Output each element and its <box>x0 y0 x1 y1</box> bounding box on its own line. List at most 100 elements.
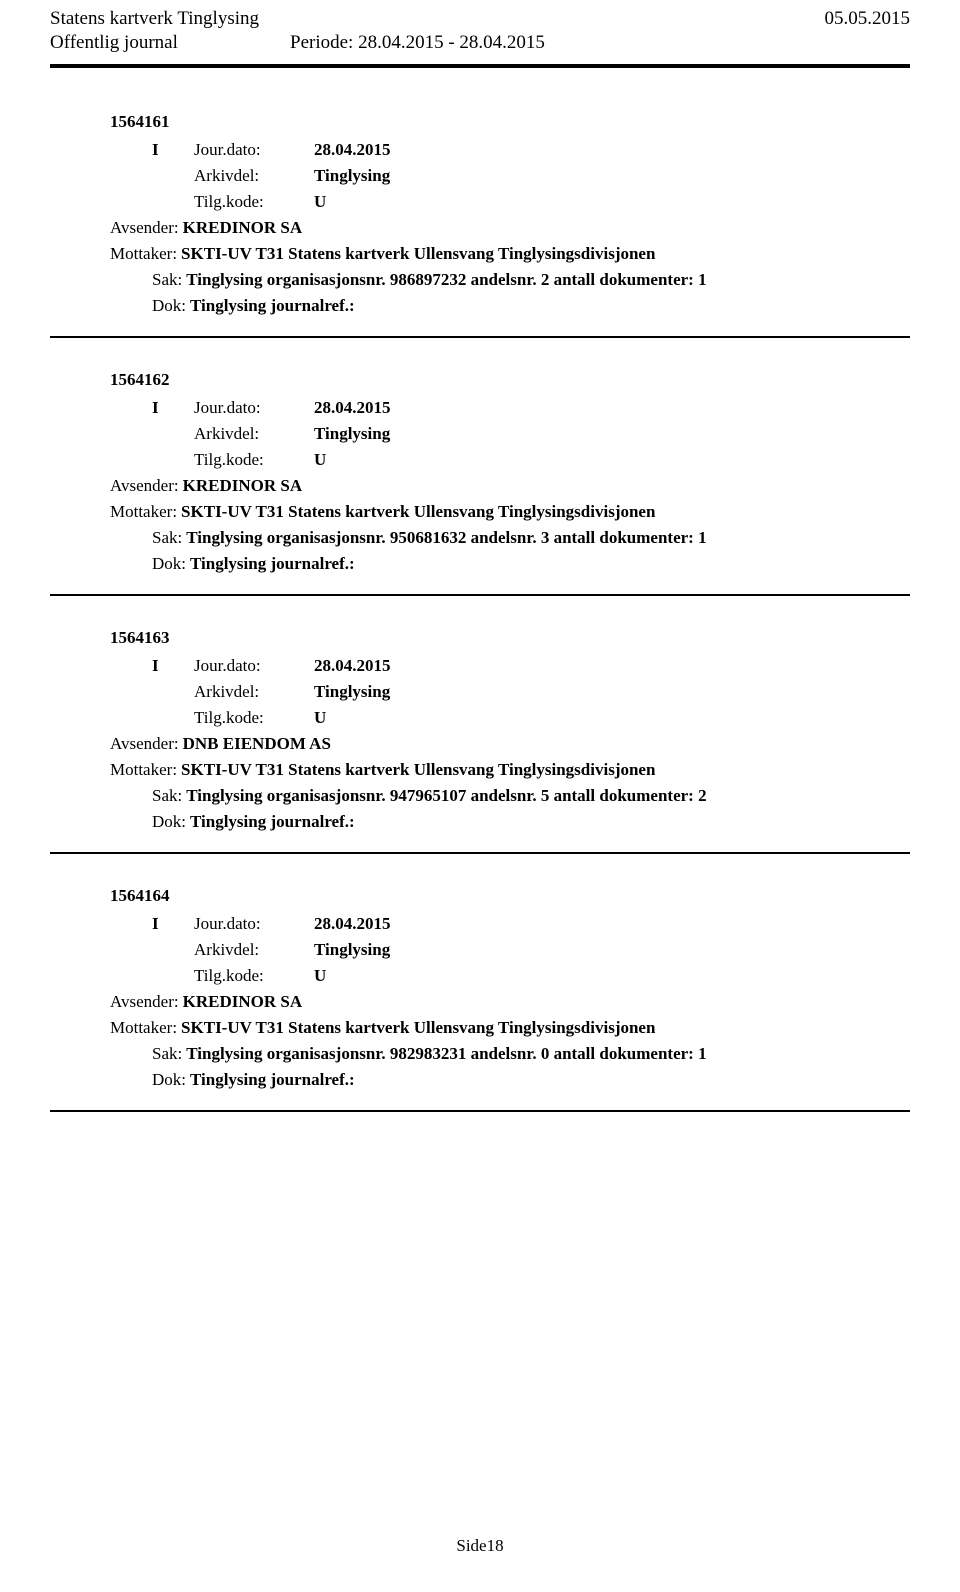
journal-entry: 1564161 I Jour.dato: 28.04.2015 Arkivdel… <box>50 112 910 316</box>
label-arkivdel: Arkivdel: <box>194 166 314 186</box>
value-dok: Tinglysing journalref.: <box>190 1070 355 1090</box>
label-arkivdel: Arkivdel: <box>194 940 314 960</box>
value-avsender: KREDINOR SA <box>183 218 303 238</box>
value-dok: Tinglysing journalref.: <box>190 296 355 316</box>
label-jour-dato: Jour.dato: <box>194 914 314 934</box>
line-avsender: Avsender: DNB EIENDOM AS <box>50 734 910 754</box>
line-tilg-kode: Tilg.kode: U <box>50 192 910 212</box>
line-arkivdel: Arkivdel: Tinglysing <box>50 682 910 702</box>
label-tilg-kode: Tilg.kode: <box>194 966 314 986</box>
line-jour-dato: I Jour.dato: 28.04.2015 <box>50 140 910 160</box>
entries-container: 1564161 I Jour.dato: 28.04.2015 Arkivdel… <box>0 68 960 1112</box>
label-avsender: Avsender: <box>110 992 179 1012</box>
entry-id: 1564163 <box>110 628 910 648</box>
journal-label: Offentlig journal <box>50 32 280 54</box>
value-sak: Tinglysing organisasjonsnr. 982983231 an… <box>186 1044 706 1064</box>
page-number: Side18 <box>456 1536 503 1555</box>
label-mottaker: Mottaker: <box>110 760 177 780</box>
value-tilg-kode: U <box>314 708 326 728</box>
value-arkivdel: Tinglysing <box>314 166 390 186</box>
io-indicator: I <box>152 398 194 418</box>
value-mottaker: SKTI-UV T31 Statens kartverk Ullensvang … <box>181 1018 655 1038</box>
line-dok: Dok: Tinglysing journalref.: <box>50 812 910 832</box>
label-dok: Dok: <box>152 1070 186 1090</box>
line-sak: Sak: Tinglysing organisasjonsnr. 9868972… <box>50 270 910 290</box>
entry-id: 1564161 <box>110 112 910 132</box>
line-avsender: Avsender: KREDINOR SA <box>50 476 910 496</box>
label-avsender: Avsender: <box>110 734 179 754</box>
label-dok: Dok: <box>152 812 186 832</box>
label-avsender: Avsender: <box>110 218 179 238</box>
value-arkivdel: Tinglysing <box>314 424 390 444</box>
line-jour-dato: I Jour.dato: 28.04.2015 <box>50 656 910 676</box>
value-arkivdel: Tinglysing <box>314 940 390 960</box>
period-label: Periode: 28.04.2015 - 28.04.2015 <box>290 32 545 54</box>
entry-divider <box>50 336 910 338</box>
entry-divider <box>50 1110 910 1112</box>
line-jour-dato: I Jour.dato: 28.04.2015 <box>50 398 910 418</box>
line-mottaker: Mottaker: SKTI-UV T31 Statens kartverk U… <box>50 502 910 522</box>
value-mottaker: SKTI-UV T31 Statens kartverk Ullensvang … <box>181 760 655 780</box>
label-tilg-kode: Tilg.kode: <box>194 450 314 470</box>
label-jour-dato: Jour.dato: <box>194 398 314 418</box>
value-tilg-kode: U <box>314 966 326 986</box>
value-avsender: KREDINOR SA <box>183 992 303 1012</box>
line-sak: Sak: Tinglysing organisasjonsnr. 9506816… <box>50 528 910 548</box>
label-dok: Dok: <box>152 554 186 574</box>
line-arkivdel: Arkivdel: Tinglysing <box>50 940 910 960</box>
io-indicator: I <box>152 914 194 934</box>
org-title: Statens kartverk Tinglysing <box>50 8 259 30</box>
value-arkivdel: Tinglysing <box>314 682 390 702</box>
entry-divider <box>50 852 910 854</box>
journal-entry: 1564163 I Jour.dato: 28.04.2015 Arkivdel… <box>50 628 910 832</box>
line-mottaker: Mottaker: SKTI-UV T31 Statens kartverk U… <box>50 1018 910 1038</box>
line-mottaker: Mottaker: SKTI-UV T31 Statens kartverk U… <box>50 244 910 264</box>
label-arkivdel: Arkivdel: <box>194 424 314 444</box>
entry-id: 1564162 <box>110 370 910 390</box>
label-arkivdel: Arkivdel: <box>194 682 314 702</box>
page-footer: Side18 <box>0 1536 960 1556</box>
line-sak: Sak: Tinglysing organisasjonsnr. 9829832… <box>50 1044 910 1064</box>
value-sak: Tinglysing organisasjonsnr. 947965107 an… <box>186 786 706 806</box>
value-tilg-kode: U <box>314 192 326 212</box>
value-jour-dato: 28.04.2015 <box>314 398 391 418</box>
line-tilg-kode: Tilg.kode: U <box>50 450 910 470</box>
header-row-2: Offentlig journal Periode: 28.04.2015 - … <box>50 32 910 54</box>
label-jour-dato: Jour.dato: <box>194 140 314 160</box>
value-avsender: KREDINOR SA <box>183 476 303 496</box>
label-sak: Sak: <box>152 270 182 290</box>
entry-divider <box>50 594 910 596</box>
label-avsender: Avsender: <box>110 476 179 496</box>
value-mottaker: SKTI-UV T31 Statens kartverk Ullensvang … <box>181 244 655 264</box>
journal-entry: 1564164 I Jour.dato: 28.04.2015 Arkivdel… <box>50 886 910 1090</box>
value-sak: Tinglysing organisasjonsnr. 986897232 an… <box>186 270 706 290</box>
value-tilg-kode: U <box>314 450 326 470</box>
line-tilg-kode: Tilg.kode: U <box>50 966 910 986</box>
entry-id: 1564164 <box>110 886 910 906</box>
label-tilg-kode: Tilg.kode: <box>194 708 314 728</box>
label-mottaker: Mottaker: <box>110 244 177 264</box>
line-arkivdel: Arkivdel: Tinglysing <box>50 166 910 186</box>
label-sak: Sak: <box>152 528 182 548</box>
line-jour-dato: I Jour.dato: 28.04.2015 <box>50 914 910 934</box>
value-mottaker: SKTI-UV T31 Statens kartverk Ullensvang … <box>181 502 655 522</box>
value-dok: Tinglysing journalref.: <box>190 812 355 832</box>
io-indicator: I <box>152 140 194 160</box>
line-tilg-kode: Tilg.kode: U <box>50 708 910 728</box>
value-dok: Tinglysing journalref.: <box>190 554 355 574</box>
label-dok: Dok: <box>152 296 186 316</box>
line-arkivdel: Arkivdel: Tinglysing <box>50 424 910 444</box>
page-header: Statens kartverk Tinglysing 05.05.2015 O… <box>0 0 960 54</box>
journal-entry: 1564162 I Jour.dato: 28.04.2015 Arkivdel… <box>50 370 910 574</box>
header-date: 05.05.2015 <box>825 8 911 30</box>
label-tilg-kode: Tilg.kode: <box>194 192 314 212</box>
line-dok: Dok: Tinglysing journalref.: <box>50 296 910 316</box>
value-jour-dato: 28.04.2015 <box>314 140 391 160</box>
label-jour-dato: Jour.dato: <box>194 656 314 676</box>
value-jour-dato: 28.04.2015 <box>314 656 391 676</box>
line-sak: Sak: Tinglysing organisasjonsnr. 9479651… <box>50 786 910 806</box>
io-indicator: I <box>152 656 194 676</box>
value-sak: Tinglysing organisasjonsnr. 950681632 an… <box>186 528 706 548</box>
line-dok: Dok: Tinglysing journalref.: <box>50 1070 910 1090</box>
line-dok: Dok: Tinglysing journalref.: <box>50 554 910 574</box>
